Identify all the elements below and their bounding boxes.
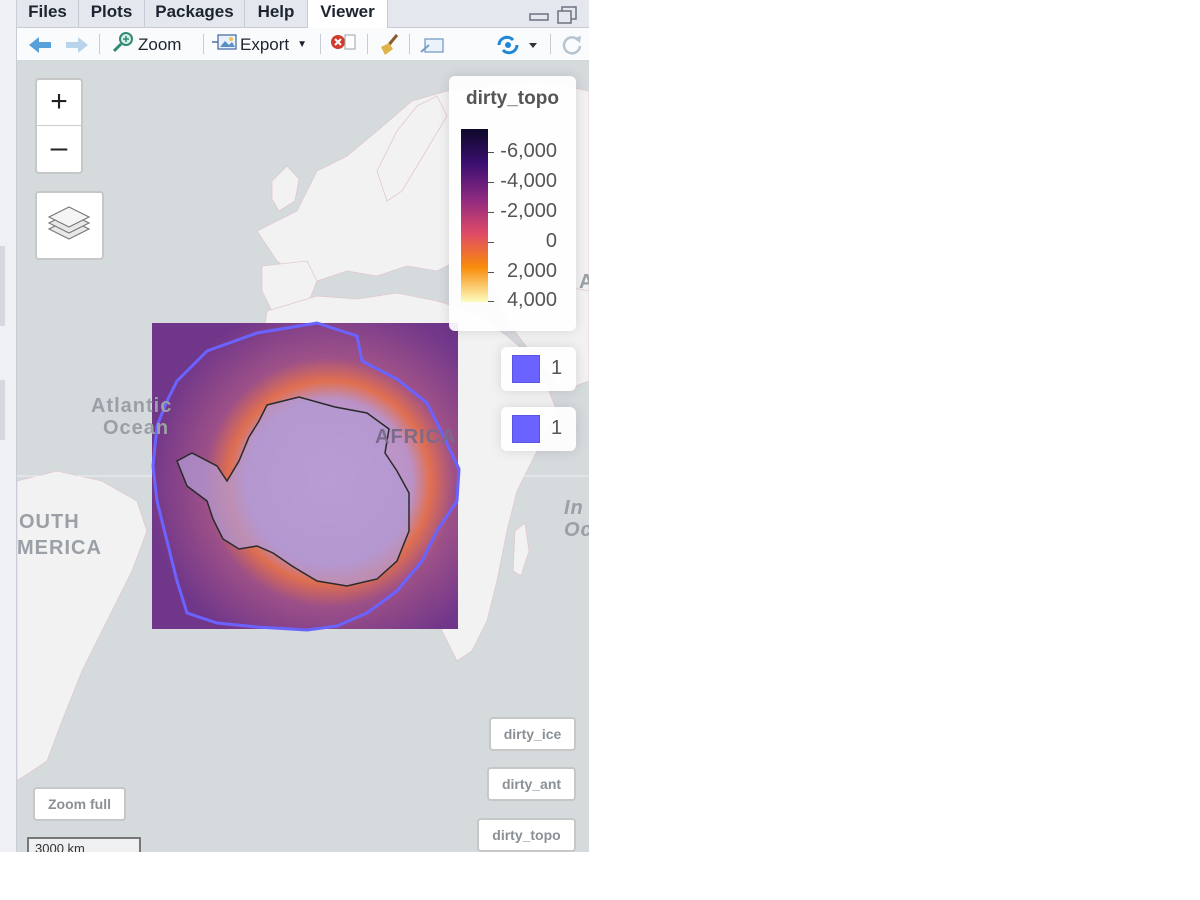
clear-all-broom-icon[interactable]	[377, 28, 401, 61]
label-ocean: Ocean	[103, 417, 170, 439]
layers-icon	[37, 206, 102, 262]
dirty-topo-button[interactable]: dirty_topo	[477, 818, 576, 852]
legend-value: 1	[551, 417, 563, 439]
legend-tick	[488, 242, 494, 243]
label-asia: A	[579, 271, 589, 293]
leaflet-map[interactable]: Atlantic Ocean AFRICA OUTH MERICA In Oc …	[17, 61, 589, 852]
zoom-label: Zoom	[138, 34, 182, 54]
polygon-legend: 1	[501, 347, 576, 391]
zoom-control: + –	[35, 78, 83, 174]
sync-icon[interactable]	[495, 28, 539, 61]
tab-files[interactable]: Files	[17, 0, 79, 28]
legend-tick	[488, 182, 494, 183]
legend-tick-label: 2,000	[506, 260, 557, 282]
maximize-icon[interactable]	[557, 6, 577, 29]
back-arrow-icon[interactable]	[27, 28, 53, 61]
legend-tick-label: 0	[545, 230, 557, 252]
pane-edge-mark	[0, 246, 5, 326]
legend-value: 1	[551, 357, 563, 379]
label-africa: AFRICA	[375, 426, 457, 448]
legend-title: dirty_topo	[466, 88, 559, 109]
show-in-window-icon[interactable]	[419, 28, 445, 61]
legend-tick	[488, 212, 494, 213]
forward-arrow-icon[interactable]	[64, 28, 90, 61]
legend-swatch	[512, 415, 540, 443]
legend-tick	[488, 301, 494, 302]
zoom-out-button[interactable]: –	[50, 131, 68, 164]
tab-help[interactable]: Help	[245, 0, 308, 28]
viewer-toolbar: Zoom Export ▼	[17, 28, 589, 61]
minimize-icon[interactable]	[529, 6, 549, 27]
zoom-full-button[interactable]: Zoom full	[33, 787, 126, 821]
zoom-button[interactable]: Zoom	[112, 28, 181, 61]
pane-edge-mark	[0, 380, 5, 440]
dirty-ant-button[interactable]: dirty_ant	[487, 767, 576, 801]
viewer-pane: Files Plots Packages Help Viewer Zoom	[0, 0, 589, 852]
legend-tick-label: -4,000	[500, 170, 557, 192]
refresh-icon[interactable]	[560, 28, 584, 61]
clear-viewer-button[interactable]	[329, 28, 357, 61]
layers-control[interactable]	[35, 191, 104, 260]
tab-packages[interactable]: Packages	[145, 0, 245, 28]
export-button[interactable]: Export ▼	[212, 28, 307, 61]
left-pane-edge	[0, 0, 17, 852]
legend-tick-label: -2,000	[500, 200, 557, 222]
legend-tick	[488, 152, 494, 153]
legend-tick-label: 4,000	[506, 289, 557, 311]
magnifier-icon	[112, 31, 138, 58]
export-label: Export	[240, 34, 290, 54]
tab-bar: Files Plots Packages Help Viewer	[17, 0, 589, 29]
topo-legend: dirty_topo -6,000 -4,000 -2,000 0 2,000 …	[449, 76, 576, 331]
dropdown-caret-icon: ▼	[297, 39, 308, 50]
label-south: OUTH	[19, 511, 80, 533]
label-indian-ocean: Oc	[564, 519, 589, 541]
legend-gradient	[461, 129, 488, 302]
zoom-in-button[interactable]: +	[37, 80, 81, 126]
scale-bar: 3000 km	[27, 837, 141, 852]
legend-swatch	[512, 355, 540, 383]
label-atlantic: Atlantic	[91, 395, 173, 417]
remove-icon	[329, 32, 357, 57]
polygon-legend: 1	[501, 407, 576, 451]
tab-viewer[interactable]: Viewer	[308, 0, 388, 29]
boundary-polygon[interactable]	[151, 321, 461, 632]
export-image-icon	[212, 32, 240, 57]
legend-tick-label: -6,000	[500, 140, 557, 162]
label-indian: In	[564, 497, 584, 519]
tab-plots[interactable]: Plots	[79, 0, 145, 28]
dirty-ice-button[interactable]: dirty_ice	[489, 717, 576, 751]
antarctica-polygon[interactable]	[176, 396, 410, 587]
label-america: MERICA	[17, 537, 102, 559]
legend-tick	[488, 272, 494, 273]
